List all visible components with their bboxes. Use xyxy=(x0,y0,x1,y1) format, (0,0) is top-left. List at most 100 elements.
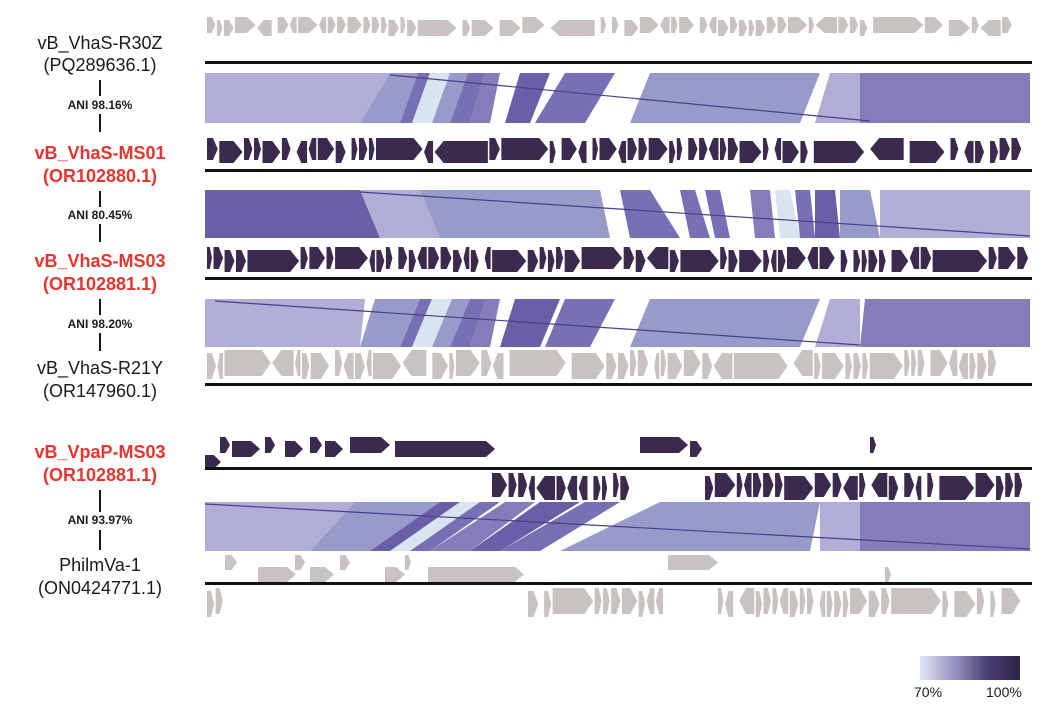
synteny-block xyxy=(620,190,680,238)
synteny-block xyxy=(815,73,860,123)
gene-arrow xyxy=(660,17,670,33)
gene-arrow xyxy=(688,138,698,160)
genome-name-philmva1: PhilmVa-1 xyxy=(59,555,141,575)
genome-axis xyxy=(205,61,1032,64)
gene-arrow xyxy=(337,17,346,33)
gene-arrow xyxy=(347,17,362,33)
gene-arrow xyxy=(806,588,814,614)
gene-arrow xyxy=(998,247,1016,269)
gene-arrow xyxy=(405,555,411,570)
gene-arrow xyxy=(763,138,769,160)
gene-arrow xyxy=(578,476,588,500)
gene-arrow xyxy=(1014,473,1023,497)
gene-arrow xyxy=(539,247,547,269)
gene-arrow xyxy=(300,247,308,269)
gene-arrow xyxy=(774,138,782,160)
gene-arrow xyxy=(388,20,399,36)
gene-arrow xyxy=(424,141,434,163)
gene-arrow xyxy=(225,555,237,570)
gene-arrow xyxy=(861,250,868,272)
gene-arrow xyxy=(904,350,910,376)
gene-arrow xyxy=(285,441,303,457)
gene-arrow xyxy=(363,17,371,33)
gene-arrow xyxy=(224,350,271,376)
gene-arrow xyxy=(359,138,368,160)
gene-arrow xyxy=(948,20,971,36)
gene-arrow xyxy=(1001,588,1021,614)
genome-name-r30z: vB_VhaS-R30Z xyxy=(37,33,163,53)
gene-arrow xyxy=(265,437,275,453)
gene-arrow xyxy=(624,20,639,36)
gene-arrow xyxy=(455,350,480,376)
gene-arrow xyxy=(849,588,868,614)
gene-arrow xyxy=(714,473,736,497)
gene-arrow xyxy=(592,138,599,160)
gene-arrow xyxy=(281,138,291,160)
legend-max-label: 100% xyxy=(986,684,1022,700)
gene-arrow xyxy=(340,555,350,570)
gene-arrow xyxy=(289,17,297,33)
ani-label-4: ANI 93.97% xyxy=(67,513,133,527)
synteny-block xyxy=(795,190,815,238)
synteny-block xyxy=(450,73,485,123)
gene-arrow xyxy=(522,17,545,33)
gene-arrow xyxy=(924,17,943,33)
gene-arrow xyxy=(638,591,646,617)
synteny-block xyxy=(432,73,468,123)
gene-arrow xyxy=(671,17,678,33)
genome-name-r21y: vB_VhaS-R21Y xyxy=(36,358,164,378)
gene-arrow xyxy=(667,353,683,379)
gene-arrow xyxy=(298,17,318,33)
genome-name-ms01: vB_VhaS-MS01 xyxy=(34,143,166,163)
gene-arrow xyxy=(958,353,968,379)
ani-label-2: ANI 80.45% xyxy=(67,208,133,222)
gene-arrow xyxy=(822,353,844,379)
gene-arrow xyxy=(755,20,766,36)
gene-arrow xyxy=(720,247,727,269)
gene-arrow xyxy=(719,138,727,160)
synteny-block xyxy=(535,73,615,123)
gene-arrow xyxy=(815,17,837,33)
gene-arrow xyxy=(702,353,713,379)
gene-arrow xyxy=(777,250,786,272)
gene-arrow xyxy=(381,17,387,33)
gene-arrow xyxy=(257,20,272,36)
synteny-block xyxy=(630,299,820,347)
gene-arrow xyxy=(335,350,343,376)
gene-arrow xyxy=(808,17,814,33)
gene-arrow xyxy=(613,473,619,497)
gene-arrow xyxy=(317,138,335,160)
gene-arrow xyxy=(449,353,455,379)
gene-arrow xyxy=(819,591,826,617)
gene-arrow xyxy=(763,250,770,272)
synteny-block xyxy=(430,502,535,551)
gene-arrow xyxy=(618,141,627,163)
gene-arrow xyxy=(843,476,858,500)
synteny-block xyxy=(815,299,860,347)
gene-arrow xyxy=(556,476,566,500)
synteny-block xyxy=(500,502,620,551)
gene-arrow xyxy=(954,591,976,617)
genome-axis xyxy=(205,277,1032,280)
gene-arrow xyxy=(932,250,988,272)
gene-arrow xyxy=(646,588,655,614)
gene-arrow xyxy=(501,138,549,160)
inversion-line xyxy=(359,191,1031,237)
gene-arrow xyxy=(207,353,216,379)
gene-arrow xyxy=(668,555,718,570)
gene-arrow xyxy=(655,588,664,614)
gene-arrow xyxy=(453,250,463,272)
gene-arrow xyxy=(603,588,610,614)
gene-arrow xyxy=(799,588,806,614)
gene-arrow xyxy=(375,138,423,160)
gene-arrow xyxy=(660,350,667,376)
gene-arrow xyxy=(310,353,330,379)
gene-arrow xyxy=(753,473,762,497)
ani-label-3: ANI 98.20% xyxy=(67,317,133,331)
gene-arrow xyxy=(849,17,859,33)
gene-arrow xyxy=(826,591,833,617)
gene-arrow xyxy=(873,17,924,33)
gene-arrow xyxy=(718,588,724,614)
gene-arrow xyxy=(366,350,372,376)
genome-name-ms03: vB_VhaS-MS03 xyxy=(34,251,166,271)
